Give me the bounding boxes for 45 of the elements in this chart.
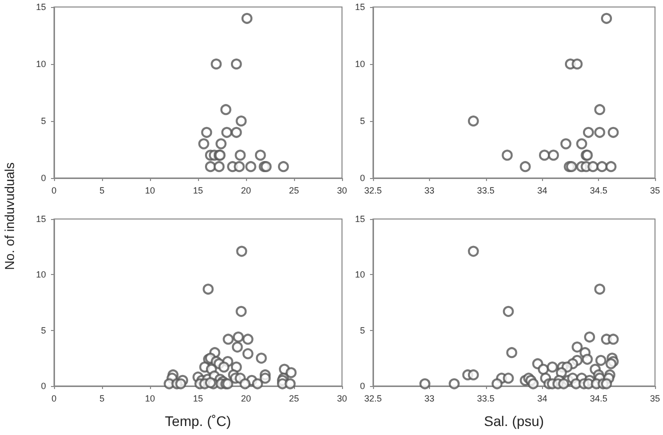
- x-tick-label: 15: [192, 394, 204, 404]
- y-tick-label: 10: [36, 59, 46, 69]
- x-tick-label: 20: [240, 186, 252, 196]
- x-tick-label: 34: [537, 186, 548, 196]
- x-tick-label: 10: [144, 186, 156, 196]
- y-tick-label: 5: [360, 116, 365, 126]
- x-tick-label: 10: [144, 394, 156, 404]
- x-tick-label: 34.5: [590, 394, 608, 404]
- y-tick-label: 15: [354, 214, 365, 224]
- y-axis-title: No. of induvuduals: [2, 162, 17, 270]
- x-tick-label: 33.5: [477, 394, 495, 404]
- x-tick-label: 32.5: [364, 394, 382, 404]
- x-tick-label: 25: [288, 186, 300, 196]
- x-tick-label: 30: [336, 394, 347, 404]
- y-tick-label: 5: [360, 325, 365, 336]
- x-tick-label: 15: [192, 186, 204, 196]
- y-tick-label: 0: [40, 381, 46, 391]
- x-tick-label: 30: [336, 186, 347, 196]
- x-tick-label: 35: [650, 394, 660, 404]
- x-tick-label: 35: [650, 186, 660, 196]
- x-tick-label: 34: [537, 394, 548, 404]
- y-tick-label: 5: [40, 325, 46, 336]
- y-tick-label: 15: [36, 2, 46, 12]
- y-tick-label: 0: [360, 381, 365, 391]
- y-tick-label: 5: [40, 116, 46, 126]
- x-tick-label: 5: [99, 186, 105, 196]
- y-tick-label: 0: [40, 173, 46, 183]
- x-tick-label: 0: [51, 394, 57, 404]
- x-axis-title: Temp. (˚C): [164, 413, 232, 429]
- x-tick-label: 33: [424, 186, 434, 196]
- x-tick-label: 25: [288, 394, 300, 404]
- x-tick-label: 33: [424, 394, 434, 404]
- x-tick-label: 5: [99, 394, 105, 404]
- x-tick-label: 34.5: [590, 186, 608, 196]
- y-tick-label: 15: [354, 2, 365, 12]
- x-tick-label: 32.5: [364, 186, 382, 196]
- y-tick-label: 0: [360, 173, 365, 183]
- x-tick-label: 33.5: [477, 186, 495, 196]
- y-tick-label: 10: [36, 270, 46, 280]
- x-axis-title: Sal. (psu): [484, 413, 544, 429]
- y-tick-label: 15: [36, 214, 46, 224]
- x-tick-label: 20: [240, 394, 252, 404]
- y-tick-label: 10: [354, 270, 365, 280]
- x-tick-label: 0: [51, 186, 57, 196]
- y-tick-label: 10: [354, 59, 365, 69]
